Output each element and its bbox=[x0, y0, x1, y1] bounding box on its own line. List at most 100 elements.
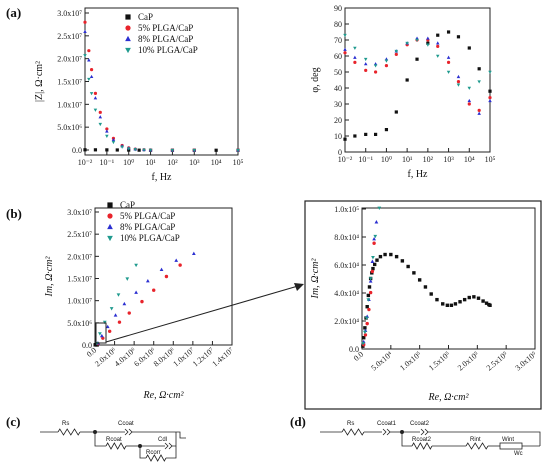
data-point bbox=[446, 55, 451, 59]
circuit-label: Rs bbox=[62, 421, 69, 427]
data-point bbox=[370, 259, 375, 263]
y-tick-label: 1.0x10⁵ bbox=[334, 205, 359, 214]
y-tick-label: 0.0 bbox=[349, 345, 359, 354]
data-point bbox=[93, 148, 98, 152]
legend-marker bbox=[107, 235, 113, 242]
data-point bbox=[368, 279, 373, 283]
x-tick-label: 1.5x10⁵ bbox=[427, 350, 452, 373]
y-tick-label: 30 bbox=[334, 100, 342, 109]
x-tick-label: 10⁵ bbox=[485, 155, 496, 164]
wire bbox=[401, 432, 412, 447]
legend-marker bbox=[107, 223, 113, 230]
x-tick-label: 1.0x10⁵ bbox=[398, 350, 423, 373]
wire bbox=[139, 446, 146, 459]
data-point bbox=[343, 33, 347, 38]
data-point bbox=[364, 316, 369, 321]
y-tick-label: 1.5x10⁷ bbox=[57, 78, 82, 87]
data-point bbox=[89, 92, 94, 96]
data-point bbox=[140, 299, 144, 304]
data-point bbox=[363, 330, 367, 335]
data-point bbox=[105, 127, 109, 131]
y-tick-label: 20 bbox=[334, 116, 342, 125]
data-point bbox=[415, 38, 419, 42]
zoom-box bbox=[95, 322, 107, 344]
data-point bbox=[476, 296, 481, 300]
data-point bbox=[98, 332, 102, 336]
data-point bbox=[406, 264, 410, 269]
y-tick-label: 2.0x10⁷ bbox=[67, 252, 92, 261]
plot-frame bbox=[344, 7, 491, 153]
data-point bbox=[170, 148, 175, 153]
y-tick-label: 1.0x10⁷ bbox=[67, 297, 92, 306]
y-tick-label: 6.0x10⁴ bbox=[334, 261, 359, 270]
resistor bbox=[411, 442, 433, 450]
data-point bbox=[373, 70, 378, 74]
y-tick-label: 2.0x10⁷ bbox=[57, 55, 82, 64]
y-tick-label: 10 bbox=[334, 132, 342, 141]
data-point bbox=[363, 333, 368, 337]
data-point bbox=[446, 60, 451, 64]
y-tick-label: 2.5x10⁷ bbox=[67, 230, 92, 239]
resistor bbox=[105, 442, 127, 450]
data-point bbox=[98, 122, 103, 127]
data-point bbox=[362, 336, 366, 340]
x-tick-label: 10⁻¹ bbox=[100, 158, 115, 167]
data-point bbox=[365, 305, 369, 309]
data-point bbox=[488, 89, 492, 93]
x-tick-label: 10¹ bbox=[145, 158, 156, 167]
data-point bbox=[405, 41, 409, 46]
data-point bbox=[142, 148, 146, 152]
data-point bbox=[192, 148, 197, 153]
data-point bbox=[152, 288, 156, 292]
cpe-element bbox=[420, 428, 429, 436]
y-tick-label: 0 bbox=[338, 148, 342, 157]
data-point bbox=[111, 137, 116, 142]
zoom-arrow bbox=[105, 283, 304, 343]
data-point bbox=[453, 302, 458, 306]
circuit-label: Rcorr bbox=[146, 450, 161, 456]
data-point bbox=[384, 59, 389, 63]
data-point bbox=[365, 321, 369, 326]
legend-entry: 5% PLGA/CaP bbox=[120, 211, 175, 221]
circuit-label: Rcoat bbox=[106, 437, 122, 443]
data-point bbox=[458, 300, 462, 304]
data-point bbox=[87, 58, 91, 62]
legend-marker bbox=[125, 25, 131, 31]
data-point bbox=[363, 62, 368, 66]
data-point bbox=[467, 295, 471, 300]
data-point bbox=[383, 252, 387, 257]
circuit-label: Rint bbox=[470, 437, 481, 443]
data-point bbox=[488, 96, 492, 100]
y-tick-label: 80 bbox=[334, 20, 342, 29]
legend-entry: 8% PLGA/CaP bbox=[138, 34, 193, 44]
data-point bbox=[134, 290, 138, 294]
data-point bbox=[353, 134, 357, 138]
x-tick-label: 10⁵ bbox=[233, 158, 244, 167]
data-point bbox=[363, 57, 368, 62]
series-0 bbox=[343, 30, 492, 141]
cpe-element bbox=[164, 442, 173, 450]
data-point bbox=[145, 279, 150, 283]
data-point bbox=[120, 145, 124, 149]
data-point bbox=[472, 295, 476, 299]
data-point bbox=[113, 313, 118, 317]
x-tick-label: 2.0x10⁵ bbox=[456, 350, 481, 373]
data-point bbox=[371, 266, 375, 271]
circuit-label: Rcoat2 bbox=[412, 437, 432, 443]
panel-label: (c) bbox=[6, 414, 20, 429]
y-tick-label: 1.5x10⁷ bbox=[67, 275, 92, 284]
data-point bbox=[371, 255, 375, 260]
y-axis-label: Im, Ω·cm² bbox=[44, 256, 55, 298]
data-point bbox=[343, 137, 347, 141]
x-axis-label: Re, Ω·cm² bbox=[143, 390, 185, 401]
x-tick-label: 10⁴ bbox=[464, 155, 475, 164]
y-tick-label: 50 bbox=[334, 68, 342, 77]
data-point bbox=[367, 307, 371, 312]
data-point bbox=[366, 293, 371, 298]
y-tick-label: 90 bbox=[334, 4, 342, 13]
y-tick-label: 70 bbox=[334, 36, 342, 45]
data-point bbox=[405, 78, 409, 82]
y-tick-label: 2.0x10⁴ bbox=[334, 317, 359, 326]
data-point bbox=[374, 220, 379, 224]
data-point bbox=[446, 30, 451, 34]
